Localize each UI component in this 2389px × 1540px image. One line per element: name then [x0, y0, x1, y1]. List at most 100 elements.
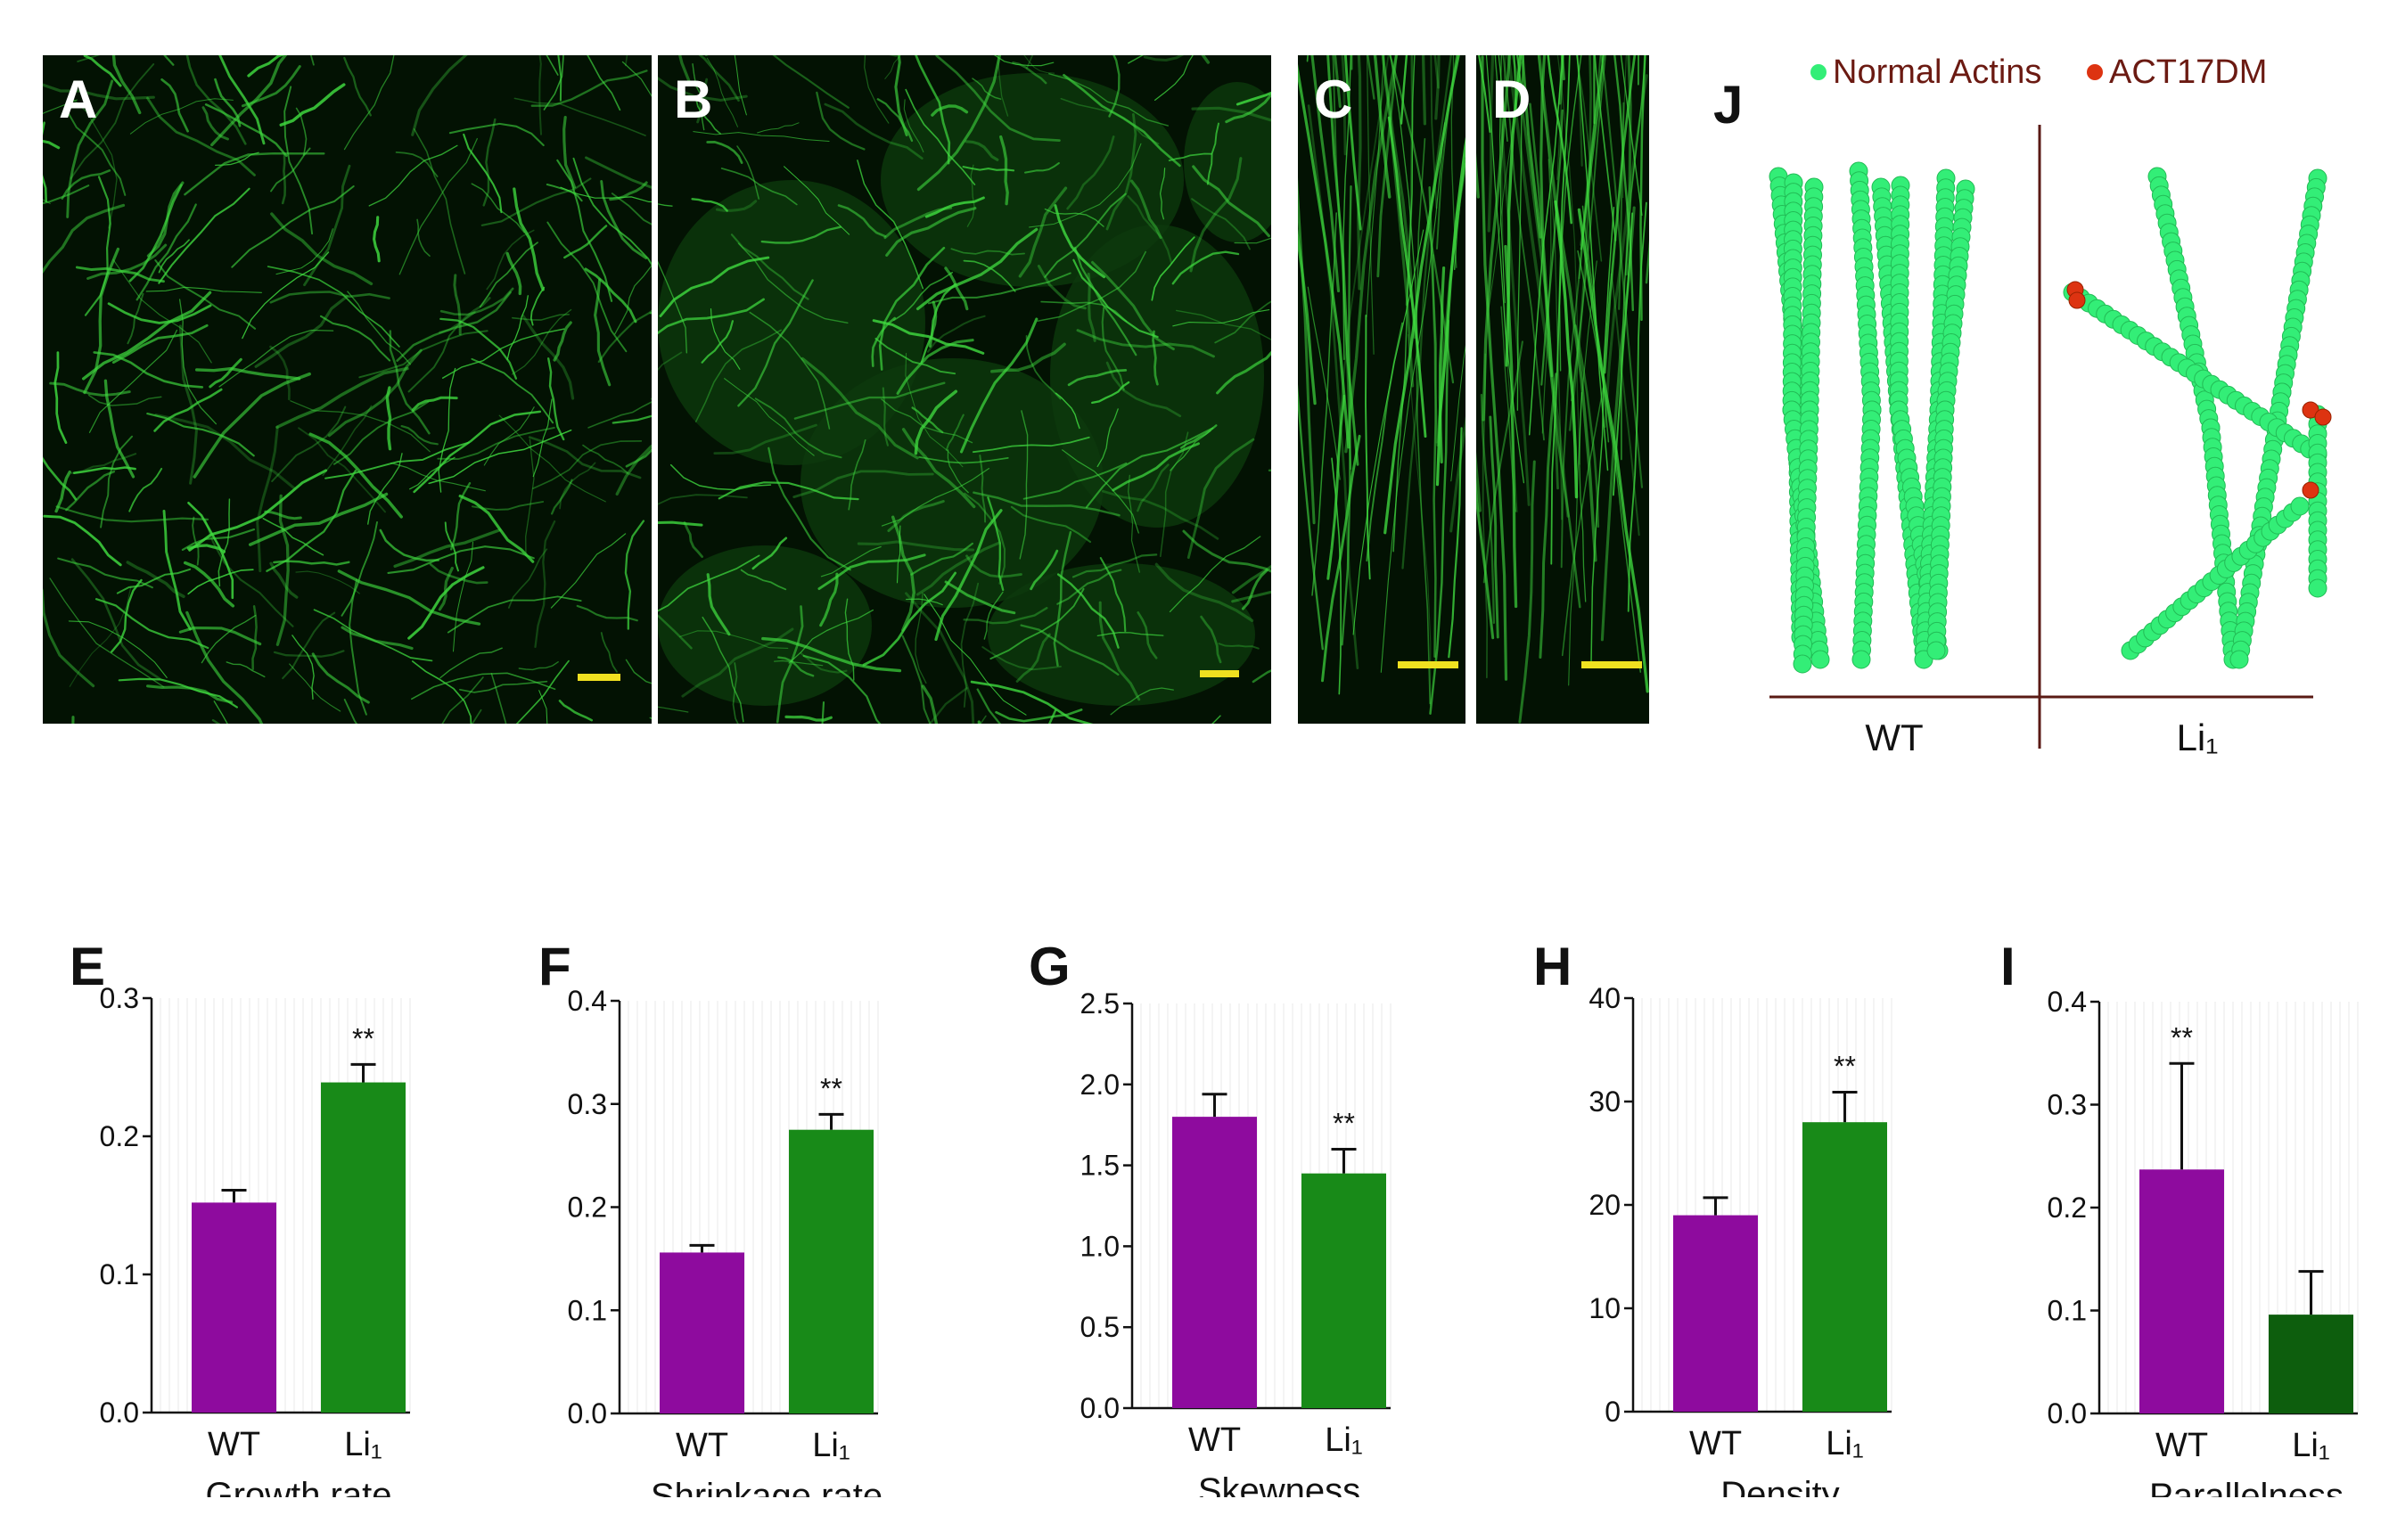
- y-tick-label: 0.2: [2048, 1192, 2087, 1224]
- micrograph-panel-b: B: [658, 55, 1271, 724]
- panel-label-a: A: [59, 70, 98, 129]
- x-axis-title: Parallelness: [2149, 1477, 2344, 1497]
- y-tick-label: 0.2: [100, 1120, 139, 1152]
- bar-li1: [789, 1129, 874, 1413]
- bar-chart-growth-rate: 0.0 0.1 0.2 0.3 WT ** Li₁ Growth rate: [100, 982, 411, 1497]
- y-tick-label: 0.0: [568, 1397, 607, 1429]
- bar-li1: [1301, 1173, 1386, 1408]
- scale-bar-a: [578, 674, 620, 681]
- fiber-texture: [43, 55, 652, 724]
- scale-bar-b: [1200, 670, 1239, 677]
- significance-marker: **: [1333, 1107, 1355, 1139]
- panel-label-b: B: [674, 70, 713, 129]
- significance-marker: **: [2171, 1021, 2193, 1053]
- panel-label-d: D: [1492, 70, 1531, 129]
- bar-wt: [1673, 1215, 1758, 1412]
- micrograph-a-image: [43, 55, 652, 724]
- fiber-texture: [1298, 55, 1465, 724]
- y-tick-label: 0.3: [568, 1088, 607, 1120]
- bar-chart-skewness: 0.0 0.5 1.0 1.5 2.0 2.5 WT ** Li₁ Skewness: [1080, 987, 1392, 1497]
- micrograph-d-image: [1476, 55, 1649, 724]
- act17dm-bead-4: [2314, 408, 2332, 426]
- y-tick-label: 0.0: [1080, 1392, 1120, 1424]
- panel-label-f: F: [538, 937, 571, 996]
- micrograph-panel-c: C: [1298, 55, 1465, 724]
- act17dm-bead-2: [2068, 291, 2086, 309]
- y-tick-label: 0.1: [2048, 1295, 2087, 1327]
- y-tick-label: 0.5: [1080, 1311, 1120, 1343]
- y-tick-label: 0.0: [100, 1397, 139, 1429]
- x-tick-label: WT: [1689, 1425, 1742, 1462]
- y-tick-label: 0: [1605, 1396, 1621, 1428]
- panel-label-c: C: [1314, 70, 1353, 129]
- significance-marker: **: [1834, 1051, 1856, 1083]
- x-axis-title: Density: [1720, 1475, 1839, 1497]
- wt-filament-3: [1793, 177, 1824, 674]
- panel-label-e: E: [70, 937, 106, 996]
- panel-label-h: H: [1533, 937, 1572, 996]
- y-tick-label: 0.1: [568, 1294, 607, 1326]
- y-tick-label: 30: [1589, 1085, 1621, 1118]
- x-tick-label: WT: [1188, 1421, 1241, 1459]
- bar-li1: [321, 1082, 406, 1413]
- micrograph-panel-a: A: [43, 55, 652, 724]
- y-tick-label: 10: [1589, 1292, 1621, 1324]
- bar-chart-shrinkage-rate: 0.0 0.1 0.2 0.3 0.4 WT ** Li₁ Shrinkage rate: [568, 985, 883, 1497]
- scale-bar-c: [1398, 661, 1458, 668]
- bar-li1: [2269, 1315, 2353, 1413]
- bar-chart-density: 0 10 20 30 40 WT ** Li₁ Density: [1589, 982, 1892, 1497]
- y-tick-label: 0.4: [2048, 986, 2087, 1018]
- y-tick-label: 40: [1589, 982, 1621, 1014]
- legend-label-normal-actins: Normal Actins: [1833, 53, 2041, 91]
- y-tick-label: 20: [1589, 1189, 1621, 1221]
- x-tick-label: Li₁: [1325, 1421, 1362, 1459]
- bar-wt: [1172, 1117, 1257, 1408]
- panel-label-j: J: [1713, 75, 1744, 135]
- act17dm-bead-5: [2302, 481, 2319, 499]
- panel-label-i: I: [2000, 937, 2015, 996]
- y-tick-label: 1.0: [1080, 1230, 1120, 1262]
- model-group-label-wt: WT: [1865, 717, 1923, 758]
- y-tick-label: 0.3: [2048, 1089, 2087, 1121]
- scale-bar-d: [1581, 661, 1642, 668]
- y-tick-label: 0.1: [100, 1258, 139, 1290]
- legend-marker-normal-actins: [1810, 64, 1827, 80]
- actin-filament-model: Normal Actins ACT17DM WT Li₁: [1769, 53, 2332, 758]
- y-tick-label: 0.0: [2048, 1397, 2087, 1429]
- fiber-texture: [1476, 55, 1649, 724]
- li1-filament-5: [2308, 405, 2327, 598]
- bar-wt: [2139, 1169, 2224, 1413]
- significance-marker: **: [820, 1072, 842, 1104]
- model-group-label-li1: Li₁: [2177, 717, 2219, 758]
- x-axis-title: Shrinkage rate: [651, 1477, 883, 1497]
- micrograph-panel-d: D: [1476, 55, 1649, 724]
- bar-li1: [1802, 1122, 1887, 1412]
- y-tick-label: 0.4: [568, 985, 607, 1017]
- bar-chart-parallelness: 0.0 0.1 0.2 0.3 0.4 ** WT Li₁ Parallelness: [2048, 986, 2359, 1497]
- x-axis-title: Growth rate: [206, 1476, 392, 1497]
- x-tick-label: Li₁: [812, 1427, 850, 1464]
- y-tick-label: 2.5: [1080, 987, 1120, 1020]
- x-tick-label: WT: [208, 1426, 260, 1463]
- x-tick-label: Li₁: [1826, 1425, 1863, 1462]
- panel-label-g: G: [1029, 937, 1071, 996]
- x-tick-label: WT: [2155, 1427, 2208, 1464]
- model-panel-j: J Normal Actins ACT17DM WT Li₁: [1694, 36, 2389, 775]
- x-tick-label: Li₁: [344, 1426, 382, 1463]
- x-tick-label: WT: [676, 1427, 728, 1464]
- y-tick-label: 1.5: [1080, 1150, 1120, 1182]
- wt-filament-8: [1926, 179, 1975, 660]
- wt-filament-4: [1849, 161, 1882, 669]
- x-axis-title: Skewness: [1198, 1471, 1360, 1497]
- x-tick-label: Li₁: [2292, 1427, 2329, 1464]
- legend-label-act17dm: ACT17DM: [2109, 53, 2267, 91]
- y-tick-label: 0.3: [100, 982, 139, 1014]
- li1-filament-4: [2121, 496, 2310, 660]
- y-tick-label: 0.2: [568, 1192, 607, 1224]
- fiber-texture: [658, 55, 1271, 724]
- micrograph-b-image: [658, 55, 1271, 724]
- legend-marker-act17dm: [2087, 64, 2103, 80]
- bar-wt: [660, 1252, 744, 1413]
- micrograph-c-image: [1298, 55, 1465, 724]
